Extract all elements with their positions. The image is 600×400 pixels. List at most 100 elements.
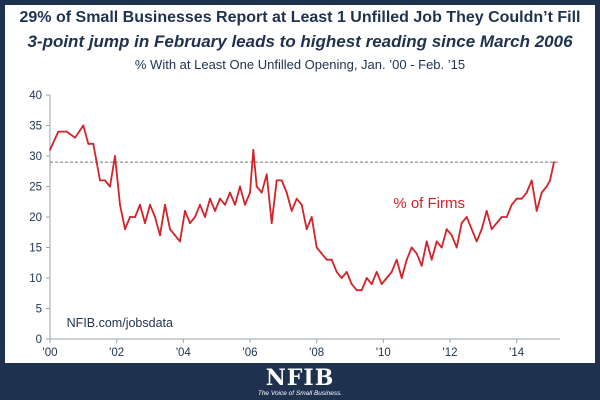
data-point	[74, 136, 76, 139]
y-tick-label: 30	[29, 151, 42, 163]
y-tick-label: 25	[29, 182, 42, 194]
data-point	[184, 210, 186, 212]
data-point	[92, 142, 95, 145]
data-point	[370, 283, 373, 285]
chart-subtitle: 3-point jump in February leads to highes…	[27, 32, 573, 51]
data-point	[340, 277, 343, 279]
data-point	[310, 216, 313, 218]
y-tick-label: 10	[29, 273, 42, 285]
data-point	[515, 197, 518, 200]
data-point	[460, 222, 463, 225]
data-point	[430, 258, 433, 261]
data-point	[199, 203, 201, 206]
data-point	[553, 161, 555, 164]
data-point	[194, 216, 196, 218]
data-point	[204, 216, 206, 218]
data-point	[355, 289, 358, 292]
data-point	[119, 203, 121, 206]
y-tick-label: 20	[29, 212, 42, 224]
data-point	[49, 149, 51, 151]
data-point	[57, 130, 60, 133]
x-axis-ticks: '00 '02 '04 '06 '08 '10 '12 '14	[43, 339, 525, 359]
data-point	[252, 149, 255, 151]
data-point	[244, 203, 246, 206]
chart-panel	[5, 5, 595, 363]
data-point	[360, 289, 363, 292]
data-point	[390, 271, 393, 273]
series-line-pct-firms	[49, 124, 555, 292]
data-point	[280, 179, 283, 182]
data-point	[154, 216, 156, 218]
data-point	[465, 216, 468, 218]
data-point	[525, 191, 528, 194]
x-tick-label: '04	[176, 347, 192, 359]
data-point	[495, 222, 498, 225]
data-point	[159, 234, 161, 237]
x-tick-label: '14	[509, 347, 525, 359]
data-point	[239, 185, 241, 188]
data-point	[104, 179, 106, 182]
chart-title: 29% of Small Businesses Report at Least …	[19, 9, 581, 26]
x-tick-label: '06	[243, 347, 258, 359]
data-point	[65, 130, 68, 133]
data-point	[229, 191, 231, 194]
data-point	[129, 216, 131, 218]
data-point	[440, 246, 443, 249]
data-point	[420, 264, 423, 267]
data-point	[124, 228, 126, 231]
x-tick-label: '08	[309, 347, 324, 359]
data-point	[224, 203, 226, 206]
data-point	[500, 216, 503, 218]
data-point	[87, 142, 90, 145]
data-point	[415, 252, 418, 255]
data-point	[505, 216, 508, 218]
data-point	[174, 234, 176, 237]
data-point	[255, 185, 258, 188]
data-point	[270, 222, 273, 225]
x-tick-label: '12	[443, 347, 458, 359]
data-point	[144, 222, 146, 225]
data-point	[295, 197, 298, 200]
data-point	[470, 228, 473, 231]
data-point	[305, 228, 308, 231]
logo-text: NFIB	[265, 365, 335, 391]
x-tick-label: '10	[376, 347, 391, 359]
data-point	[285, 191, 288, 194]
data-point	[350, 283, 353, 285]
y-axis-ticks: 0 5 10 15 20 25 30 35 40	[29, 90, 50, 346]
data-point	[139, 203, 141, 206]
logo-tagline: The Voice of Small Business.	[257, 390, 343, 397]
data-point	[189, 222, 191, 225]
data-point	[109, 185, 111, 188]
nfib-logo: NFIB The Voice of Small Business.	[0, 366, 600, 398]
data-point	[164, 203, 166, 206]
data-point	[265, 173, 268, 176]
data-point	[149, 203, 151, 206]
data-point	[169, 228, 171, 231]
data-point	[385, 277, 388, 279]
data-point	[209, 197, 211, 200]
data-point	[540, 191, 543, 194]
data-point	[320, 252, 323, 255]
data-point	[435, 240, 438, 243]
data-point	[249, 191, 251, 194]
data-point	[535, 210, 538, 212]
data-point	[345, 271, 348, 273]
data-point	[455, 246, 458, 249]
data-point	[290, 210, 293, 212]
data-point	[82, 124, 85, 127]
data-point	[335, 271, 338, 273]
data-point	[234, 203, 236, 206]
data-point	[380, 283, 383, 285]
data-point	[315, 246, 318, 249]
y-tick-label: 5	[36, 304, 42, 316]
data-point	[375, 271, 378, 273]
data-point	[530, 179, 533, 182]
data-point	[410, 246, 413, 249]
data-point	[99, 179, 101, 182]
data-point	[490, 228, 493, 231]
series-annotation: % of Firms	[393, 195, 465, 212]
y-tick-label: 15	[29, 243, 42, 255]
data-point	[475, 240, 478, 243]
